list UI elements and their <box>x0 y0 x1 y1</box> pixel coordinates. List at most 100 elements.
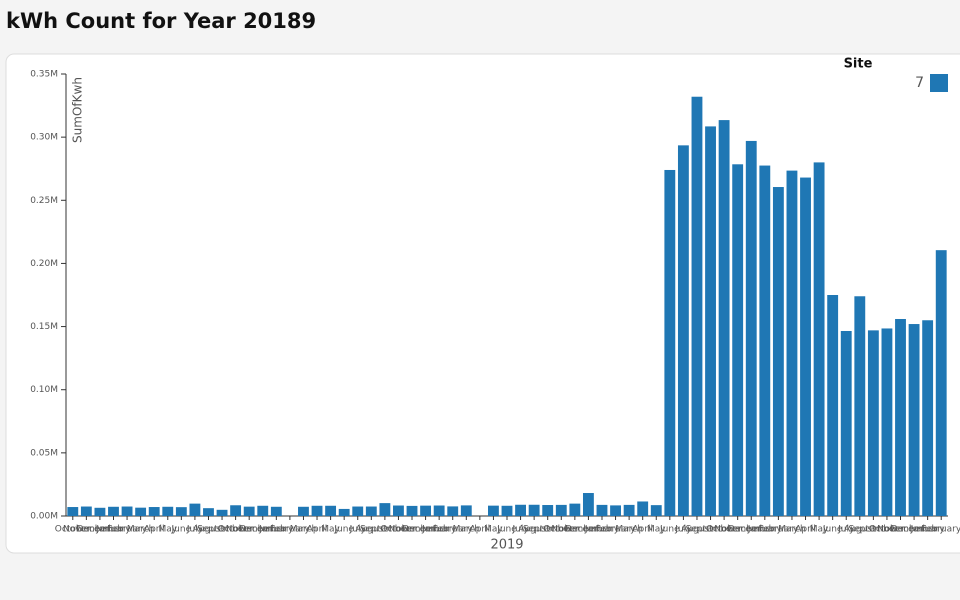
bar <box>108 506 119 516</box>
bar <box>80 506 92 516</box>
x-tick-label: May <box>484 525 503 535</box>
x-tick-label: July <box>837 525 855 535</box>
x-tick-label: July <box>349 525 367 535</box>
x-tick-label: July <box>186 525 204 535</box>
bar <box>230 505 242 516</box>
bar <box>813 162 825 516</box>
bar <box>175 507 187 516</box>
bar <box>67 507 79 516</box>
bar <box>298 506 309 516</box>
bar <box>189 503 201 516</box>
x-tick-label: June <box>659 525 680 535</box>
legend-swatch <box>930 74 948 92</box>
bar <box>908 324 920 516</box>
bar <box>664 169 676 516</box>
x-tick-label: May <box>647 525 666 535</box>
bar <box>786 170 798 516</box>
bar <box>352 506 364 516</box>
x-tick-label: June <box>171 525 192 535</box>
x-tick-label: January <box>584 525 620 535</box>
x-tick-label: October <box>218 525 254 535</box>
x-tick-label: November <box>877 525 924 535</box>
bar <box>460 505 472 516</box>
bar <box>596 504 608 516</box>
bar <box>148 507 160 516</box>
y-tick-label: 0.10M <box>30 385 58 395</box>
bar <box>867 330 879 516</box>
bar <box>365 506 377 516</box>
bar <box>270 506 282 516</box>
bar <box>772 187 784 517</box>
x-tick-label: March <box>127 525 154 535</box>
bar <box>881 328 893 516</box>
bar <box>243 506 255 516</box>
x-tick-label: September <box>848 525 898 535</box>
x-tick-label: February <box>270 525 311 535</box>
bar <box>325 505 337 516</box>
x-tick-label: April <box>307 525 328 535</box>
x-tick-label: June <box>333 525 354 535</box>
bar <box>555 504 567 516</box>
x-tick-label: November <box>63 525 110 535</box>
x-tick-label: May <box>321 525 340 535</box>
x-tick-label: December <box>728 525 775 535</box>
bar <box>759 165 771 517</box>
x-tick-label: May <box>810 525 829 535</box>
bar <box>854 296 866 516</box>
x-tick-label: December <box>565 525 612 535</box>
x-tick-label: April <box>795 525 816 535</box>
x-tick-label: September <box>686 525 736 535</box>
bar <box>311 505 323 516</box>
bar <box>216 509 228 516</box>
y-tick-label: 0.15M <box>30 322 58 332</box>
bar <box>121 506 133 516</box>
y-tick-label: 0.05M <box>30 448 58 458</box>
x-tick-label: October <box>869 525 905 535</box>
bar <box>691 96 703 516</box>
bar <box>542 505 554 516</box>
bar <box>623 504 635 516</box>
x-tick-label: February <box>107 525 148 535</box>
x-tick-label: February <box>921 525 960 535</box>
x-tick-label: August <box>356 525 388 535</box>
bar <box>610 505 621 516</box>
x-tick-label: November <box>714 525 761 535</box>
x-tick-label: June <box>822 525 843 535</box>
bar <box>338 508 350 516</box>
x-tick-label: February <box>758 525 799 535</box>
x-tick-label: March <box>615 525 642 535</box>
bar <box>135 507 147 516</box>
x-tick-label: April <box>144 525 165 535</box>
y-tick-label: 0.30M <box>30 133 58 143</box>
bar <box>203 508 214 516</box>
x-tick-label: April <box>470 525 491 535</box>
bar <box>501 505 513 516</box>
x-tick-label: March <box>290 525 317 535</box>
bar <box>162 506 174 516</box>
x-tick-label: July <box>674 525 692 535</box>
x-tick-label: November <box>226 525 273 535</box>
bar <box>718 120 730 516</box>
bar <box>935 250 947 516</box>
bar <box>922 320 934 516</box>
x-tick-label: August <box>844 525 876 535</box>
bar <box>515 504 526 516</box>
x-tick-label: June <box>496 525 517 535</box>
x-tick-label: January <box>95 525 131 535</box>
x-tick-label: December <box>402 525 449 535</box>
bar <box>582 493 594 516</box>
bar <box>528 504 540 516</box>
bar <box>420 505 432 516</box>
bar <box>393 505 404 516</box>
bar <box>650 505 662 516</box>
bar <box>637 501 649 516</box>
x-axis-label: 2019 <box>490 538 523 553</box>
x-tick-label: January <box>910 525 946 535</box>
bar <box>379 503 391 516</box>
bar <box>433 505 445 516</box>
bar <box>406 505 418 516</box>
x-tick-label: December <box>239 525 286 535</box>
x-tick-label: January <box>258 525 294 535</box>
x-tick-label: January <box>747 525 783 535</box>
